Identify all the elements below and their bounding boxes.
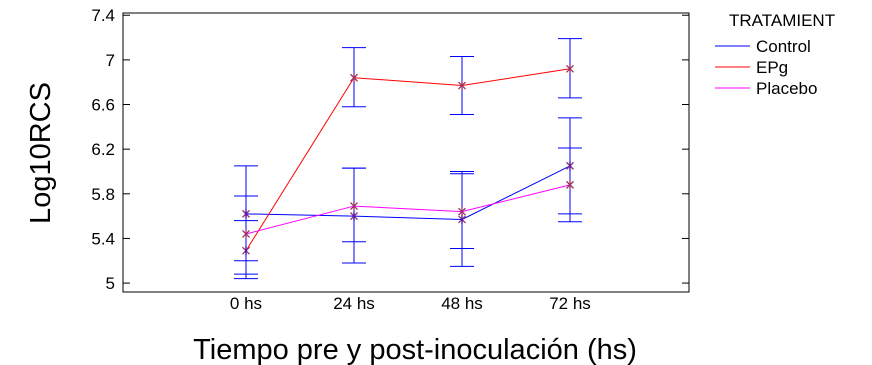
data-point-epg (566, 64, 574, 74)
y-tick-label: 5 (106, 274, 115, 293)
data-point-placebo (350, 201, 358, 211)
series-layer (234, 38, 582, 280)
series-control (234, 117, 582, 267)
y-tick-label: 5.8 (91, 185, 115, 204)
x-tick-label: 24 hs (333, 294, 375, 313)
plot-frame (122, 12, 690, 293)
y-tick-label: 5.4 (91, 229, 115, 248)
x-tick-label: 72 hs (549, 294, 591, 313)
legend-item-placebo: Placebo (715, 79, 817, 98)
x-axis-title: Tiempo pre y post-inoculación (hs) (193, 334, 637, 365)
data-point-placebo (242, 229, 250, 239)
data-point-placebo (566, 180, 574, 190)
x-axis: 0 hs 24 hs 48 hs 72 hs (230, 294, 591, 313)
y-axis: 5 5.4 5.8 6.2 6.6 7 7.4 (91, 6, 689, 293)
legend-item-epg: EPg (715, 58, 788, 77)
legend-label: Control (756, 37, 811, 56)
series-line-epg (245, 68, 571, 251)
x-tick-label: 48 hs (441, 294, 483, 313)
series-epg (234, 38, 582, 280)
series-placebo (234, 147, 582, 275)
legend-label: EPg (756, 58, 788, 77)
y-tick-label: 7.4 (91, 6, 115, 25)
legend-title: TRATAMIENT (729, 11, 835, 30)
series-line-control (245, 165, 571, 220)
data-point-epg (458, 81, 466, 91)
legend-item-control: Control (715, 37, 811, 56)
y-tick-label: 6.2 (91, 140, 115, 159)
y-axis-title: Log10RCS (25, 82, 57, 224)
data-point-placebo (458, 207, 466, 217)
y-tick-label: 7 (106, 51, 115, 70)
y-tick-label: 6.6 (91, 96, 115, 115)
data-point-epg (350, 73, 358, 83)
x-tick-label: 0 hs (230, 294, 262, 313)
legend-label: Placebo (756, 79, 817, 98)
series-line-placebo (245, 184, 571, 235)
legend: Control EPg Placebo (715, 37, 817, 98)
